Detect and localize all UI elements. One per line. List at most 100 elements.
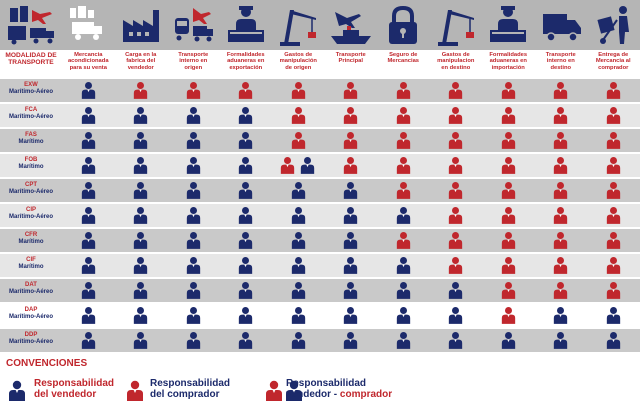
crane-icon [276, 4, 320, 46]
seller-person-icon [62, 79, 115, 102]
seller-person-icon [377, 304, 430, 327]
legend-seller-line1: Responsabilidad [34, 378, 115, 389]
transport-mode: Marítimo [18, 239, 44, 245]
column-header-6: Transporte Principal [335, 52, 366, 65]
seller-person-icon [220, 254, 273, 277]
seller-person-icon [62, 104, 115, 127]
buyer-person-icon [377, 104, 430, 127]
buyer-person-icon [377, 229, 430, 252]
seller-person-icon [62, 329, 115, 352]
column-header-11: Entrega de Mercancia al comprador [595, 52, 631, 71]
buyer-person-icon [535, 229, 588, 252]
legend-shared-line2b: comprador [339, 389, 393, 400]
row-label: FAS Marítimo [0, 132, 62, 146]
seller-person-icon [62, 229, 115, 252]
incoterm-code: FCA [24, 107, 38, 113]
row-label: DDP Marítimo-Aéreo [0, 332, 62, 346]
buyer-person-icon [272, 104, 325, 127]
incoterm-code: DAT [25, 282, 37, 288]
seller-person-icon [167, 129, 220, 152]
transport-mode: Marítimo-Aéreo [8, 314, 53, 320]
incoterm-row-fca: FCA Marítimo-Aéreo [0, 104, 640, 127]
incoterm-row-ddp: DDP Marítimo-Aéreo [0, 329, 640, 352]
buyer-person-icon [482, 154, 535, 177]
buyer-person-icon [127, 380, 143, 401]
shared-responsibility-icon [272, 154, 325, 177]
buyer-person-icon [325, 104, 378, 127]
buyer-person-icon [430, 179, 483, 202]
incoterm-row-fas: FAS Marítimo [0, 129, 640, 152]
seller-person-icon [62, 129, 115, 152]
seller-person-icon [62, 204, 115, 227]
seller-person-icon [325, 304, 378, 327]
column-header-8: Gastos de manipulacion en destino [437, 52, 475, 71]
transport-mode: Marítimo [18, 139, 44, 145]
row-label: DAP Marítimo-Aéreo [0, 307, 62, 321]
incoterm-code: CIF [26, 257, 36, 263]
seller-person-icon [115, 304, 168, 327]
seller-person-icon [115, 279, 168, 302]
incoterm-code: FAS [25, 132, 37, 138]
buyer-person-icon [587, 229, 640, 252]
factory-icon [119, 4, 163, 46]
seller-person-icon [482, 329, 535, 352]
legend-buyer-line1: Responsabilidad [150, 378, 231, 389]
seller-person-icon [272, 254, 325, 277]
buyer-person-icon [377, 179, 430, 202]
seller-person-icon [272, 229, 325, 252]
buyer-person-icon [377, 154, 430, 177]
seller-person-icon [9, 380, 25, 401]
row-label: DAT Marítimo-Aéreo [0, 282, 62, 296]
transport-mode: Marítimo-Aéreo [8, 189, 53, 195]
icon-header-row [0, 0, 640, 50]
buyer-person-icon [482, 104, 535, 127]
seller-person-icon [115, 329, 168, 352]
buyer-person-icon [587, 204, 640, 227]
column-header-3: Transporte interno en origen [178, 52, 209, 71]
shared-persons-icon [266, 380, 302, 401]
buyer-person-icon [325, 154, 378, 177]
seller-person-icon [167, 179, 220, 202]
buyer-person-icon [482, 179, 535, 202]
seller-person-icon [325, 179, 378, 202]
transport-mode: Marítimo-Aéreo [8, 339, 53, 345]
buyer-person-icon [587, 254, 640, 277]
buyer-person-icon [535, 279, 588, 302]
buyer-person-icon [482, 304, 535, 327]
incoterm-code: FOB [24, 157, 38, 163]
seller-person-icon [62, 304, 115, 327]
seller-person-icon [377, 254, 430, 277]
incoterm-row-cpt: CPT Marítimo-Aéreo [0, 179, 640, 202]
seller-person-icon [220, 104, 273, 127]
incoterm-code: CIP [25, 207, 36, 213]
seller-person-icon [62, 279, 115, 302]
seller-person-icon [220, 229, 273, 252]
customs-officer-icon [224, 4, 268, 46]
seller-person-icon [272, 304, 325, 327]
column-header-7: Seguro de Mercancias [387, 52, 420, 65]
buyer-person-icon [587, 279, 640, 302]
buyer-person-icon [430, 129, 483, 152]
incoterm-code: EXW [24, 82, 38, 88]
seller-person-icon [587, 304, 640, 327]
seller-person-icon [325, 279, 378, 302]
incoterm-code: CPT [25, 182, 37, 188]
transport-mode: Marítimo-Aéreo [8, 114, 53, 120]
seller-person-icon [115, 179, 168, 202]
buyer-person-icon [587, 79, 640, 102]
incoterm-row-cif: CIF Marítimo [0, 254, 640, 277]
buyer-person-icon [587, 104, 640, 127]
seller-person-icon [377, 329, 430, 352]
seller-person-icon [377, 204, 430, 227]
buyer-person-icon [535, 179, 588, 202]
seller-person-icon [220, 179, 273, 202]
row-label: FCA Marítimo-Aéreo [0, 107, 62, 121]
seller-person-icon [115, 129, 168, 152]
legend-title: CONVENCIONES [6, 358, 88, 369]
seller-person-icon [167, 304, 220, 327]
row-label: FOB Marítimo [0, 157, 62, 171]
buyer-person-icon [325, 129, 378, 152]
buyer-person-icon [535, 254, 588, 277]
buyer-person-icon [587, 179, 640, 202]
industry-truck-icon [66, 4, 110, 46]
